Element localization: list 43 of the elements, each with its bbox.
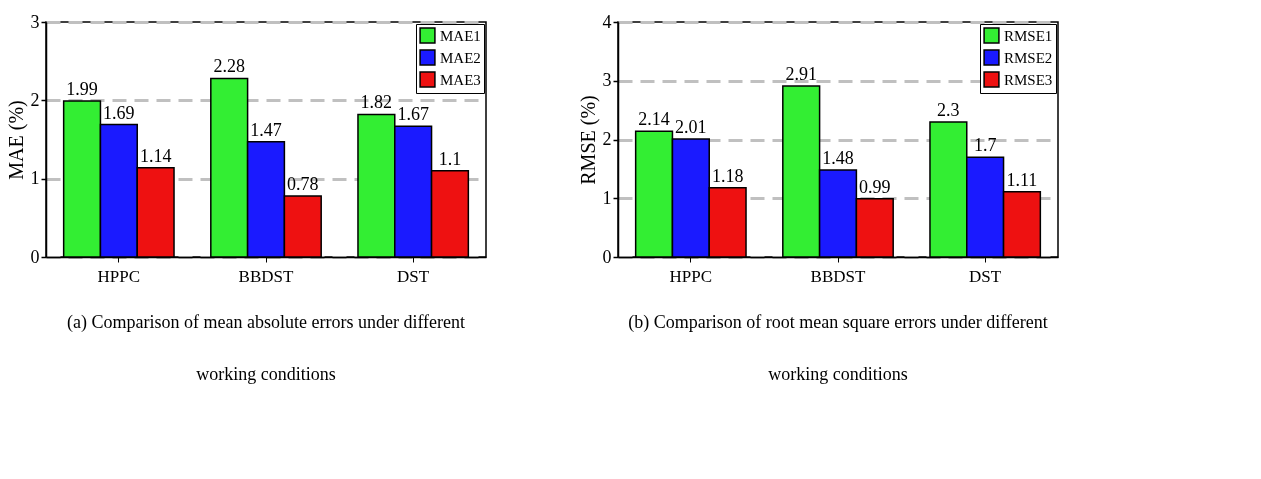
data-label: 1.1: [438, 148, 462, 169]
legend-label: MAE2: [440, 49, 481, 66]
y-tick-label: 3: [30, 11, 40, 32]
data-label: 1.82: [360, 92, 393, 113]
x-tick-label: DST: [969, 266, 1002, 286]
y-tick-label: 0: [30, 246, 40, 267]
y-tick-label: 2: [30, 89, 40, 110]
data-label: 1.69: [103, 102, 135, 123]
data-label: 2.3: [937, 99, 960, 120]
data-label: 1.47: [250, 119, 282, 140]
x-tick-label: DST: [397, 266, 430, 286]
legend-label: MAE3: [440, 71, 481, 88]
data-label: 1.48: [822, 148, 854, 169]
data-label: 2.14: [638, 109, 670, 130]
x-tick-label: HPPC: [97, 266, 141, 286]
data-label: 1.11: [1006, 169, 1038, 190]
x-tick-label: HPPC: [669, 266, 713, 286]
text: (a) Comparison of mean absolute errors under different working conditions: [66, 312, 466, 384]
y-axis-title: RMSE (%): [576, 95, 600, 185]
x-tick-label: BBDST: [810, 266, 867, 286]
y-tick-label: 3: [602, 70, 612, 91]
data-label: 1.18: [711, 165, 744, 186]
y-tick-label: 2: [602, 129, 612, 149]
legend-label: RMSE2: [1004, 49, 1053, 66]
data-label: 2.91: [785, 64, 817, 85]
data-label: 1.99: [66, 79, 98, 100]
legend-label: MAE1: [440, 27, 481, 44]
data-label: 0.99: [859, 176, 891, 197]
data-label: 1.67: [397, 104, 429, 125]
y-tick-label: 4: [602, 11, 612, 32]
y-tick-label: 1: [30, 168, 40, 189]
data-label: 1.7: [973, 135, 997, 156]
data-label: 2.01: [675, 116, 707, 137]
legend-label: RMSE3: [1004, 71, 1053, 88]
x-tick-label: BBDST: [238, 266, 295, 286]
y-axis-title: MAE (%): [4, 100, 28, 180]
text: (b) Comparison of root mean square errors under different working conditions: [628, 312, 1048, 384]
data-label: 0.78: [287, 173, 319, 194]
data-label: 2.28: [213, 56, 245, 77]
legend-label: RMSE1: [1004, 27, 1053, 44]
data-label: 1.14: [139, 145, 172, 166]
y-tick-label: 1: [602, 187, 612, 208]
y-tick-label: 0: [602, 246, 612, 267]
